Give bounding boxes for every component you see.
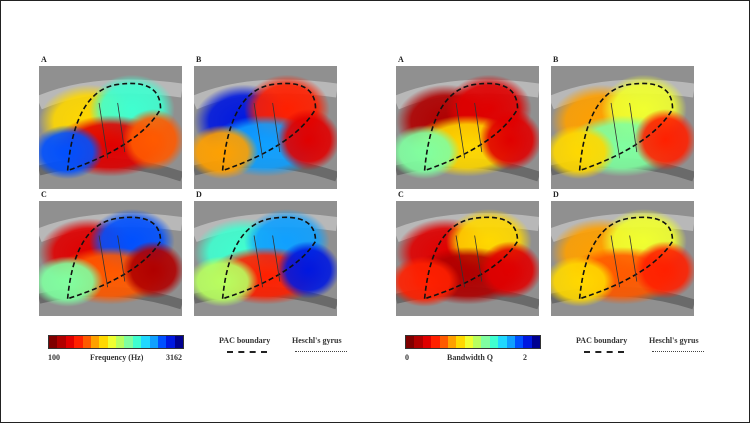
legend-heschl-swatch: [652, 351, 704, 352]
activation-blob: [396, 125, 461, 180]
legend-pac-boundary-label: PAC boundary: [219, 336, 271, 345]
colorbar-swatch: [124, 336, 133, 348]
colorbar-swatch: [174, 336, 183, 348]
colorbar: [405, 335, 541, 349]
panel-label: A: [41, 55, 47, 64]
legend-pac-boundary-swatch: [227, 351, 267, 353]
colorbar-swatch: [447, 336, 457, 348]
activation-blob: [551, 125, 616, 180]
colorbar-title: Frequency (Hz): [90, 353, 144, 362]
panel-label: D: [553, 190, 559, 199]
legend-heschl-swatch: [295, 351, 347, 352]
activation-blob: [478, 241, 539, 299]
colorbar-swatch: [157, 336, 167, 348]
colorbar-swatch: [82, 336, 91, 348]
activation-blob: [121, 241, 182, 299]
legend-pac-boundary-swatch: [584, 351, 624, 353]
colorbar-swatch: [116, 336, 125, 348]
activation-blob: [121, 109, 182, 171]
colorbar-swatch: [107, 336, 116, 348]
colorbar-min-label: 100: [48, 353, 60, 362]
colorbar-swatch: [531, 336, 540, 348]
colorbar-swatch: [473, 336, 482, 348]
colorbar: [48, 335, 184, 349]
colorbar-swatch: [456, 336, 465, 348]
legend-heschl-label: Heschl's gyrus: [292, 336, 342, 345]
activation-blob: [194, 256, 259, 307]
colorbar-swatch: [406, 336, 415, 348]
colorbar-swatch: [481, 336, 490, 348]
panel-label: D: [196, 190, 202, 199]
cortex-map-panel: [396, 201, 539, 316]
activation-blob: [39, 256, 104, 307]
colorbar-swatch: [141, 336, 150, 348]
colorbar-swatch: [149, 336, 158, 348]
colorbar-swatch: [166, 336, 175, 348]
colorbar-swatch: [99, 336, 108, 348]
activation-blob: [39, 125, 104, 180]
heschl-gyrus-line: [98, 235, 126, 288]
cortex-map-panel: [551, 66, 694, 189]
heschl-gyrus-line: [610, 235, 638, 288]
colorbar-swatch: [132, 336, 142, 348]
colorbar-swatch: [431, 336, 440, 348]
colorbar-max-label: 2: [523, 353, 527, 362]
colorbar-swatch: [464, 336, 473, 348]
colorbar-swatch: [506, 336, 515, 348]
activation-blob: [633, 241, 694, 299]
activation-blob: [276, 109, 337, 171]
panel-label: B: [196, 55, 202, 64]
colorbar-swatch: [498, 336, 507, 348]
cortex-map-panel: [39, 66, 182, 189]
panel-label: C: [41, 190, 47, 199]
activation-blob: [396, 256, 461, 307]
activation-blob: [276, 241, 337, 299]
heschl-gyrus-line: [253, 235, 281, 288]
heschl-gyrus-line: [610, 102, 638, 159]
activation-blob: [194, 125, 259, 180]
colorbar-swatch: [90, 336, 100, 348]
colorbar-swatch: [57, 336, 66, 348]
colorbar-swatch: [65, 336, 75, 348]
colorbar-swatch: [514, 336, 524, 348]
cortex-map-panel: [194, 66, 337, 189]
activation-blob: [478, 109, 539, 171]
colorbar-swatch: [49, 336, 58, 348]
colorbar-swatch: [74, 336, 83, 348]
colorbar-swatch: [422, 336, 432, 348]
colorbar-swatch: [439, 336, 448, 348]
cortex-map-panel: [39, 201, 182, 316]
cortex-map-panel: [194, 201, 337, 316]
heschl-gyrus-line: [98, 102, 126, 159]
panel-label: A: [398, 55, 404, 64]
colorbar-min-label: 0: [405, 353, 409, 362]
legend-pac-boundary-label: PAC boundary: [576, 336, 628, 345]
legend-heschl-label: Heschl's gyrus: [649, 336, 699, 345]
heschl-gyrus-line: [253, 102, 281, 159]
colorbar-max-label: 3162: [166, 353, 182, 362]
panel-label: B: [553, 55, 559, 64]
activation-blob: [633, 109, 694, 171]
colorbar-swatch: [414, 336, 423, 348]
heschl-gyrus-line: [455, 235, 483, 288]
panel-label: C: [398, 190, 404, 199]
colorbar-swatch: [523, 336, 532, 348]
cortex-map-panel: [551, 201, 694, 316]
activation-blob: [551, 256, 616, 307]
colorbar-title: Bandwidth Q: [447, 353, 494, 362]
cortex-map-panel: [396, 66, 539, 189]
colorbar-swatch: [489, 336, 499, 348]
heschl-gyrus-line: [455, 102, 483, 159]
